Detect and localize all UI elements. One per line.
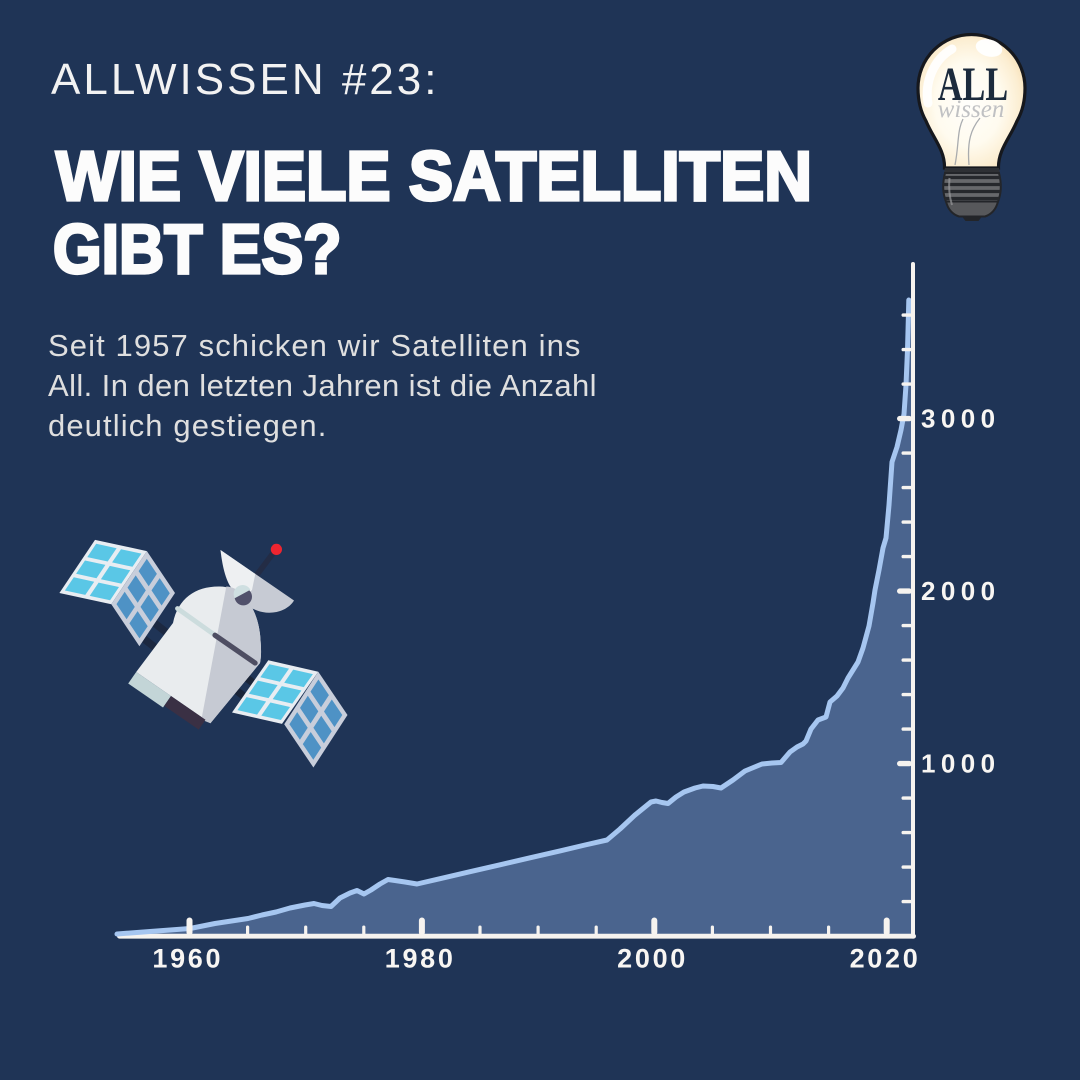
svg-text:ALL: ALL [938,58,1008,111]
svg-text:1000: 1000 [921,749,1000,779]
svg-text:1980: 1980 [385,944,456,974]
svg-text:2020: 2020 [850,944,921,974]
svg-text:1960: 1960 [152,944,223,974]
svg-text:3000: 3000 [921,404,1000,434]
svg-text:wissen: wissen [938,96,1005,123]
svg-text:2000: 2000 [617,944,688,974]
svg-text:2000: 2000 [921,576,1000,606]
